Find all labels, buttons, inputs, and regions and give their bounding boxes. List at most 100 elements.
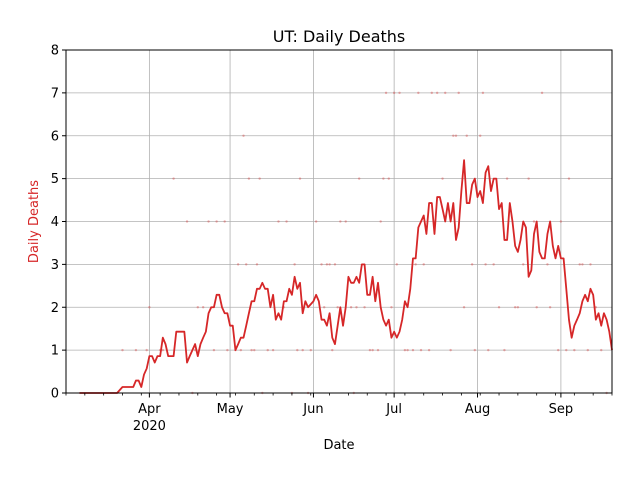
data-point xyxy=(484,263,487,266)
data-point xyxy=(328,263,331,266)
data-point xyxy=(301,348,304,352)
data-point xyxy=(363,306,366,309)
data-point xyxy=(242,134,245,137)
data-point xyxy=(557,348,560,352)
data-point xyxy=(527,177,530,180)
data-point xyxy=(427,348,431,352)
data-point xyxy=(333,263,337,266)
data-point xyxy=(573,348,576,352)
data-point xyxy=(492,263,495,266)
y-axis-label: Daily Deaths xyxy=(27,180,42,263)
data-point xyxy=(266,348,269,352)
data-point xyxy=(600,348,603,352)
data-point xyxy=(435,91,439,95)
data-point xyxy=(449,348,452,352)
data-point xyxy=(331,348,334,352)
data-point xyxy=(298,177,302,180)
y-tick-label: 2 xyxy=(51,301,59,316)
y-tick-label: 0 xyxy=(51,387,59,402)
data-point xyxy=(258,177,261,180)
y-axis: 0 1 2 3 4 5 6 7 8 xyxy=(51,44,66,402)
data-point xyxy=(250,348,253,352)
data-point xyxy=(121,348,124,352)
data-point xyxy=(454,134,458,137)
data-point xyxy=(403,348,407,352)
y-tick-label: 8 xyxy=(51,44,59,59)
data-point xyxy=(336,306,339,309)
data-point xyxy=(236,263,240,266)
data-point xyxy=(513,306,517,309)
data-point xyxy=(441,177,444,180)
data-point xyxy=(349,306,353,309)
data-point xyxy=(201,306,205,309)
data-point xyxy=(567,177,571,180)
data-point xyxy=(465,134,468,137)
data-point xyxy=(172,177,175,180)
data-point xyxy=(462,306,466,309)
data-point xyxy=(255,263,259,266)
data-point xyxy=(540,91,544,95)
data-point xyxy=(161,348,165,352)
data-point xyxy=(239,348,243,352)
data-point xyxy=(516,306,520,309)
data-point xyxy=(247,177,251,180)
x-tick-label: Apr xyxy=(138,402,161,417)
data-point xyxy=(414,263,417,266)
data-point xyxy=(548,306,552,309)
data-point xyxy=(387,177,390,180)
data-point xyxy=(148,306,151,309)
data-point xyxy=(589,263,592,266)
x-tick-label: Sep xyxy=(549,402,574,417)
data-point xyxy=(487,348,490,352)
data-point xyxy=(323,306,326,309)
data-point xyxy=(532,220,536,223)
data-point xyxy=(277,220,280,223)
data-point xyxy=(390,306,393,309)
data-point xyxy=(457,91,460,95)
data-point xyxy=(212,348,216,352)
data-point xyxy=(392,91,396,95)
data-point xyxy=(325,263,329,266)
y-tick-label: 5 xyxy=(51,172,59,187)
data-point xyxy=(320,263,323,266)
raw-daily-markers xyxy=(121,91,608,395)
data-point xyxy=(293,263,296,266)
data-point xyxy=(376,348,380,352)
data-point xyxy=(444,91,447,95)
data-point xyxy=(503,348,506,352)
data-point xyxy=(522,263,525,266)
data-point xyxy=(253,348,256,352)
data-point xyxy=(479,134,482,137)
data-point xyxy=(379,220,382,223)
series-line-daily-deaths xyxy=(79,159,613,394)
data-point xyxy=(344,220,347,223)
data-point xyxy=(481,91,485,95)
data-point xyxy=(314,220,318,223)
data-point xyxy=(422,263,425,266)
data-point xyxy=(357,177,361,180)
data-point xyxy=(223,220,226,223)
data-point xyxy=(546,263,549,266)
data-point xyxy=(196,306,199,309)
data-point xyxy=(271,348,275,352)
data-point xyxy=(559,220,563,223)
y-tick-label: 3 xyxy=(51,258,59,273)
data-point xyxy=(406,348,409,352)
data-point xyxy=(185,220,189,223)
data-point xyxy=(368,348,372,352)
data-point xyxy=(497,306,501,309)
data-point xyxy=(417,91,420,95)
data-point xyxy=(355,306,358,309)
data-point xyxy=(245,263,248,266)
data-point xyxy=(145,348,148,352)
chart-title: UT: Daily Deaths xyxy=(273,27,406,46)
data-point xyxy=(565,348,568,352)
x-tick-label: Jun xyxy=(302,402,323,417)
data-point xyxy=(430,91,433,95)
data-point xyxy=(581,263,584,266)
x-axis-label: Date xyxy=(323,438,354,453)
data-point xyxy=(207,220,210,223)
data-point xyxy=(226,348,229,352)
y-tick-label: 6 xyxy=(51,129,59,144)
